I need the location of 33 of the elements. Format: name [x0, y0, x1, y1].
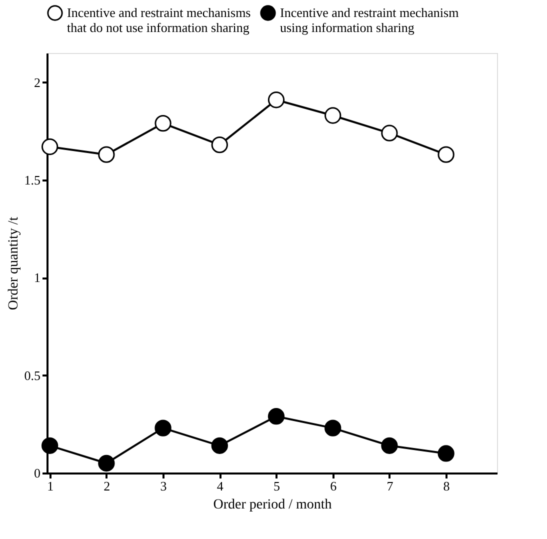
point	[98, 454, 115, 472]
y-axis-title: Order quantity /t	[6, 216, 22, 310]
legend-label: Incentive and restraint mechanisms that do not use information sharing	[67, 5, 251, 35]
point	[324, 107, 342, 124]
y-tick-label: 2	[34, 74, 40, 90]
x-tick-label: 3	[160, 478, 167, 494]
point	[211, 437, 228, 454]
point	[268, 92, 285, 108]
x-tick-label: 2	[104, 478, 110, 494]
y-tick-label: 1	[34, 270, 40, 286]
x-tick-label: 5	[273, 478, 280, 494]
x-tick-label: 6	[330, 478, 338, 494]
x-tick-label: 1	[47, 478, 54, 494]
point	[154, 420, 172, 436]
x-axis-title: Order period / month	[213, 498, 332, 512]
point	[324, 420, 342, 436]
point	[268, 408, 285, 425]
point	[381, 437, 398, 454]
point	[154, 115, 172, 132]
y-tick-label: 1.5	[24, 172, 40, 188]
point	[41, 437, 58, 454]
y-tick-label: 0	[34, 466, 40, 480]
point	[41, 138, 58, 156]
x-tick-label: 7	[386, 478, 394, 494]
point	[211, 136, 228, 154]
x-tick-label: 8	[443, 478, 450, 494]
legend-label: Incentive and restraint mechanism using information sharing	[280, 5, 459, 35]
x-tick-label: 4	[216, 478, 224, 494]
point	[98, 146, 115, 163]
point	[438, 146, 454, 163]
point	[438, 445, 454, 462]
y-tick-label: 0.5	[24, 368, 40, 383]
point	[381, 124, 398, 142]
